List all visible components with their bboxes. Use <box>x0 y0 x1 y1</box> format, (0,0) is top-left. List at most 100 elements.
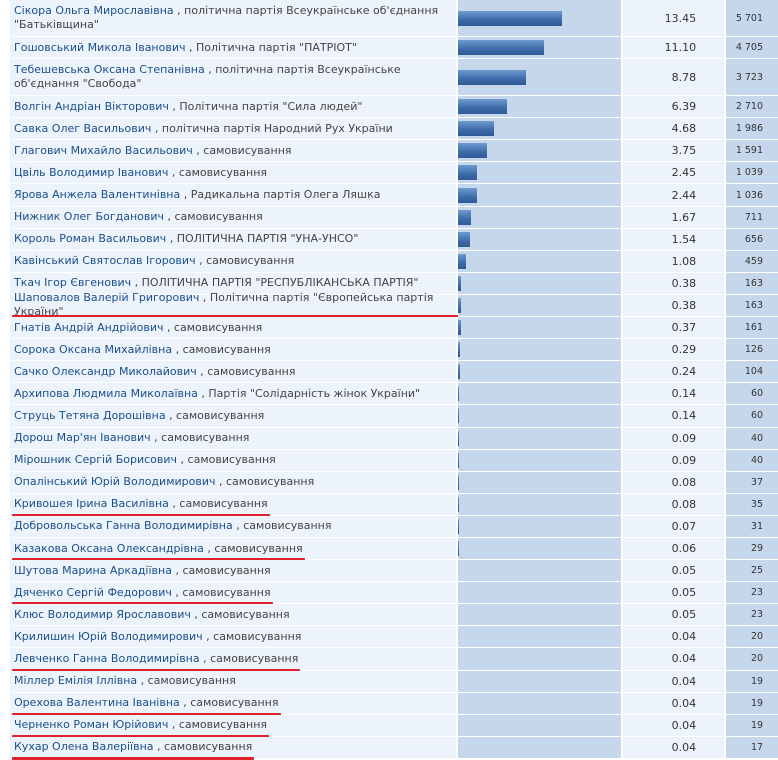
votes-value: 25 <box>726 560 778 582</box>
bar-cell <box>458 162 622 184</box>
candidate-name[interactable]: Савка Олег Васильович <box>14 121 152 135</box>
votes-value: 20 <box>726 626 778 648</box>
candidate-cell: Сікора Ольга Мирославівна , політична па… <box>10 0 457 36</box>
bar-cell <box>458 582 622 604</box>
percent-value: 0.04 <box>623 648 725 670</box>
candidate-name[interactable]: Сачко Олександр Миколайович <box>14 364 197 378</box>
candidate-name[interactable]: Мірошник Сергій Борисович <box>14 453 178 467</box>
red-underline-marker <box>12 513 270 517</box>
votes-value: 4 705 <box>726 37 778 59</box>
candidate-party: , самовисування <box>172 497 268 511</box>
candidate-name[interactable]: Король Роман Васильович <box>14 232 167 246</box>
red-underline-marker <box>12 558 305 562</box>
candidate-cell: Цвіль Володимир Іванович , самовисування <box>10 162 457 184</box>
candidate-party: , самовисування <box>183 696 279 710</box>
candidate-party: , самовисування <box>196 143 292 157</box>
candidate-party: , самовисування <box>166 320 263 334</box>
candidate-name[interactable]: Черненко Роман Юрійович <box>14 718 169 732</box>
votes-value: 163 <box>726 294 778 317</box>
percent-value: 2.45 <box>623 162 725 184</box>
candidate-name[interactable]: Міллер Емілія Іллівна <box>14 674 138 688</box>
candidate-name[interactable]: Кавінський Святослав Ігорович <box>14 254 196 268</box>
bar-cell <box>458 626 622 648</box>
candidate-name[interactable]: Ткач Ігор Євгенович <box>14 276 132 290</box>
percent-value: 0.05 <box>623 582 725 604</box>
candidate-name[interactable]: Левченко Ганна Володимирівна <box>14 651 200 665</box>
candidate-cell: Волгін Андріан Вікторович , Політична па… <box>10 96 457 118</box>
candidate-cell: Тебешевська Оксана Степанівна , політичн… <box>10 59 457 96</box>
percent-value: 6.39 <box>623 96 725 118</box>
vote-share-bar <box>458 209 472 225</box>
table-row: Архипова Людмила Миколаївна , Партія "Со… <box>0 383 778 406</box>
candidate-party: , ПОЛІТИЧНА ПАРТІЯ "РЕСПУБЛІКАНСЬКА ПАРТ… <box>134 276 419 290</box>
candidate-name[interactable]: Нижник Олег Богданович <box>14 210 164 224</box>
candidate-name[interactable]: Кухар Олена Валеріївна <box>14 740 154 754</box>
candidate-name[interactable]: Опалінський Юрій Володимирович <box>14 475 216 489</box>
percent-value: 3.75 <box>623 140 725 162</box>
candidate-cell: Кавінський Святослав Ігорович , самовису… <box>10 250 457 272</box>
vote-share-bar <box>458 342 461 358</box>
votes-value: 19 <box>726 714 778 736</box>
votes-value: 161 <box>726 317 778 339</box>
candidate-party: , самовисування <box>206 629 302 643</box>
red-underline-marker <box>12 734 269 738</box>
candidate-cell: Дорош Мар'ян Іванович , самовисування <box>10 427 457 449</box>
candidate-name[interactable]: Архипова Людмила Миколаївна <box>14 386 198 400</box>
candidate-name[interactable]: Струць Тетяна Дорошівна <box>14 408 166 422</box>
percent-value: 13.45 <box>623 0 725 36</box>
candidate-name[interactable]: Гнатів Андрій Андрійович <box>14 320 164 334</box>
percent-value: 0.29 <box>623 339 725 361</box>
candidate-name[interactable]: Волгін Андріан Вікторович <box>14 99 169 113</box>
table-row: Глагович Михайло Васильович , самовисува… <box>0 140 778 163</box>
bar-cell <box>458 0 622 36</box>
candidate-name[interactable]: Крилишин Юрій Володимирович <box>14 629 203 643</box>
candidate-name[interactable]: Сорока Оксана Михайлівна <box>14 342 173 356</box>
percent-value: 0.09 <box>623 449 725 471</box>
vote-share-bar <box>458 452 460 468</box>
candidate-cell: Мірошник Сергій Борисович , самовисуванн… <box>10 449 457 471</box>
percent-value: 0.05 <box>623 560 725 582</box>
candidate-name[interactable]: Ярова Анжела Валентинівна <box>14 188 181 202</box>
votes-value: 31 <box>726 515 778 537</box>
table-row: Ткач Ігор Євгенович , ПОЛІТИЧНА ПАРТІЯ "… <box>0 272 778 295</box>
vote-share-bar <box>458 40 545 56</box>
red-underline-marker <box>12 602 273 606</box>
candidate-name[interactable]: Добровольська Ганна Володимирівна <box>14 519 233 533</box>
votes-value: 1 036 <box>726 184 778 206</box>
table-row: Дяченко Сергій Федорович , самовисування… <box>0 582 778 606</box>
percent-value: 1.67 <box>623 206 725 228</box>
candidate-party: , самовисування <box>171 718 268 732</box>
candidate-party: , самовисування <box>167 210 263 224</box>
table-row: Клюс Володимир Ярославович , самовисуван… <box>0 604 778 627</box>
votes-value: 163 <box>726 272 778 294</box>
candidate-name[interactable]: Сікора Ольга Мирославівна <box>14 4 174 17</box>
candidate-party: , Політична партія "ПАТРІОТ" <box>189 40 357 54</box>
candidate-name[interactable]: Клюс Володимир Ярославович <box>14 607 191 621</box>
candidate-name[interactable]: Дорош Мар'ян Іванович <box>14 431 151 445</box>
percent-value: 4.68 <box>623 118 725 140</box>
candidate-name[interactable]: Шутова Марина Аркадіївна <box>14 563 172 577</box>
candidate-name[interactable]: Шаповалов Валерій Григорович <box>14 291 200 305</box>
candidate-name[interactable]: Тебешевська Оксана Степанівна <box>14 63 205 77</box>
candidate-cell: Крилишин Юрій Володимирович , самовисува… <box>10 626 457 648</box>
candidate-name[interactable]: Цвіль Володимир Іванович <box>14 165 169 179</box>
candidate-cell: Савка Олег Васильович , політична партія… <box>10 118 457 140</box>
vote-share-bar <box>458 99 508 115</box>
table-row: Шутова Марина Аркадіївна , самовисування… <box>0 560 778 583</box>
candidate-name[interactable]: Глагович Михайло Васильович <box>14 143 193 157</box>
bar-cell <box>458 118 622 140</box>
candidate-name[interactable]: Казакова Оксана Олександрівна <box>14 541 204 555</box>
candidate-name[interactable]: Орехова Валентина Іванівна <box>14 696 180 710</box>
candidate-party: , самовисування <box>175 342 271 356</box>
votes-value: 104 <box>726 361 778 383</box>
candidate-cell: Ярова Анжела Валентинівна , Радикальна п… <box>10 184 457 206</box>
candidate-name[interactable]: Кривошея Ірина Василівна <box>14 497 169 511</box>
candidate-name[interactable]: Гошовський Микола Іванович <box>14 40 186 54</box>
candidate-party: , самовисування <box>175 585 271 599</box>
candidate-cell: Глагович Михайло Васильович , самовисува… <box>10 140 457 162</box>
percent-value: 0.38 <box>623 294 725 317</box>
candidate-name[interactable]: Дяченко Сергій Федорович <box>14 585 172 599</box>
votes-value: 1 039 <box>726 162 778 184</box>
percent-value: 1.54 <box>623 228 725 250</box>
bar-cell <box>458 493 622 515</box>
